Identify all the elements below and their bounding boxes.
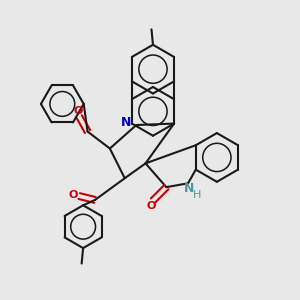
Text: O: O [147,202,156,212]
Text: O: O [73,106,83,116]
Text: N: N [184,182,194,195]
Text: N: N [121,116,132,129]
Text: O: O [68,190,77,200]
Text: H: H [193,190,201,200]
